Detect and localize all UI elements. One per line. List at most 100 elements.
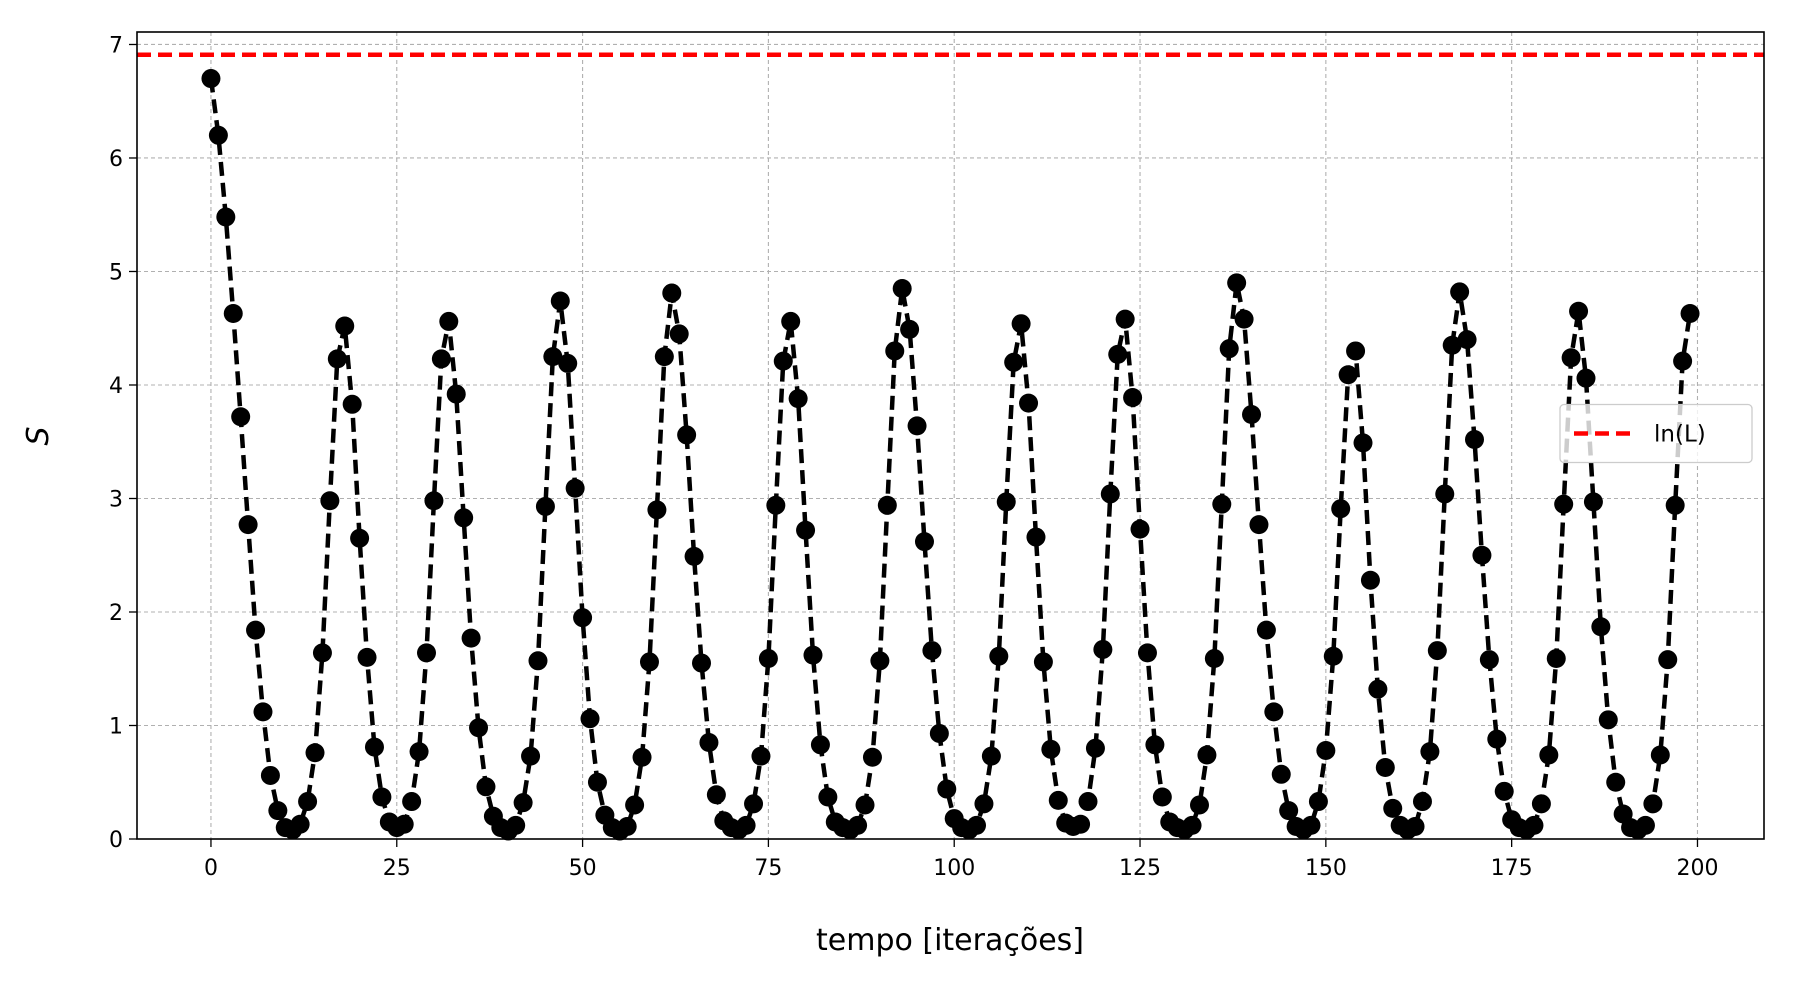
legend-label: ln(L) [1654,422,1706,448]
y-tick-label: 2 [109,601,123,626]
data-point [974,794,994,814]
data-point [937,779,957,799]
data-point [639,652,659,672]
data-point [818,787,838,807]
data-point [1152,787,1172,807]
data-point [208,125,228,145]
data-point [892,279,912,299]
data-point [1360,570,1380,590]
data-point [1041,739,1061,759]
data-point [1219,339,1239,359]
x-tick-label: 200 [1676,856,1718,881]
data-point [1048,790,1068,810]
data-point [290,814,310,834]
data-point [1368,679,1388,699]
data-point [773,351,793,371]
data-point [580,709,600,729]
data-point [431,349,451,369]
data-point [1479,650,1499,670]
data-point [223,303,243,323]
data-point [877,495,897,515]
data-point [1375,757,1395,777]
data-point [1598,710,1618,730]
data-point [1197,745,1217,765]
data-point [736,815,756,835]
data-point [1019,393,1039,413]
data-point [766,495,786,515]
y-tick-label: 7 [109,33,123,58]
data-point [298,792,318,812]
y-tick-label: 3 [109,487,123,512]
data-point [981,746,1001,766]
data-point [677,425,697,445]
data-point [1338,365,1358,385]
data-point [796,520,816,540]
data-point [1130,519,1150,539]
data-point [402,792,422,812]
y-tick-label: 1 [109,714,123,739]
data-point [253,702,273,722]
data-point [424,491,444,511]
data-point [1316,740,1336,760]
data-point [1383,798,1403,818]
data-point [446,384,466,404]
x-tick-label: 50 [569,856,597,881]
x-tick-label: 175 [1491,856,1533,881]
data-point [900,319,920,339]
x-tick-label: 0 [204,856,218,881]
data-point [1531,794,1551,814]
x-tick-label: 75 [754,856,782,881]
data-point [327,349,347,369]
data-point [201,69,221,89]
data-point [1546,649,1566,669]
data-point [476,777,496,797]
data-point [1561,348,1581,368]
data-point [1450,282,1470,302]
data-point [558,353,578,373]
data-point [1137,643,1157,663]
data-point [1264,702,1284,722]
data-point [662,283,682,303]
data-point [1635,815,1655,835]
x-tick-label: 125 [1119,856,1161,881]
data-point [684,546,704,566]
data-point [1673,351,1693,371]
data-point [692,653,712,673]
data-point [1078,792,1098,812]
data-point [1643,794,1663,814]
data-point [929,723,949,743]
y-axis-label: S [21,426,56,445]
data-point [967,815,987,835]
data-point [647,500,667,520]
data-point [907,416,927,436]
data-point [1071,814,1091,834]
data-point [848,815,868,835]
data-point [260,765,280,785]
data-point [885,341,905,361]
data-point [1665,495,1685,515]
data-point [350,528,370,548]
data-point [1442,335,1462,355]
data-point [246,620,266,640]
x-axis-label: tempo [iterações] [816,923,1084,958]
data-point [1576,368,1596,388]
data-point [305,743,325,763]
data-point [855,795,875,815]
data-point [862,747,882,767]
data-point [394,814,414,834]
data-line [208,78,1693,834]
data-point [1271,764,1291,784]
data-point [543,347,563,367]
data-point [513,793,533,813]
data-point [1346,341,1366,361]
data-point [1100,484,1120,504]
data-point [669,324,689,344]
data-point [699,733,719,753]
data-point [587,772,607,792]
data-point [1204,649,1224,669]
data-point [1182,815,1202,835]
data-point [788,389,808,409]
data-point [1093,639,1113,659]
data-point [528,651,548,671]
data-point [1524,815,1544,835]
